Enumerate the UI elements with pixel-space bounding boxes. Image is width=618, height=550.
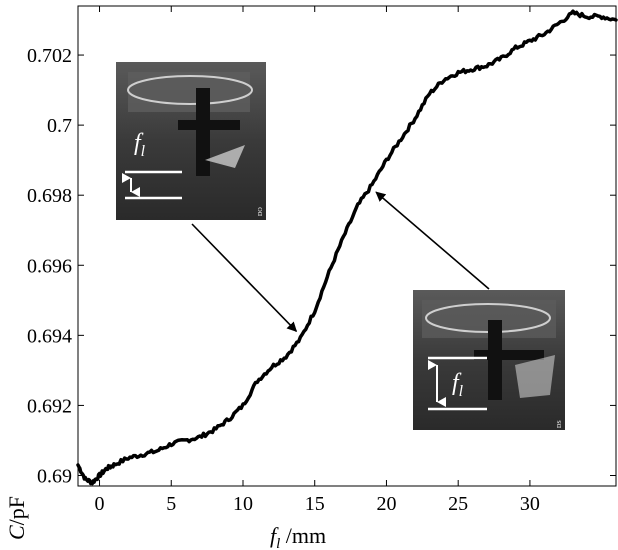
y-tick-label: 0.696	[27, 255, 72, 277]
y-tick-label: 0.7	[47, 115, 72, 137]
y-tick-label: 0.69	[37, 465, 72, 487]
y-tick-label: 0.698	[27, 185, 72, 207]
annotation-arrow-2	[375, 191, 490, 290]
x-tick-label: 30	[520, 493, 540, 515]
inset-2-watermark: DS	[557, 420, 563, 428]
annotation-arrow-1	[191, 223, 298, 333]
inset-photo-1: fl DO	[116, 62, 266, 220]
inset-1-watermark: DO	[258, 207, 264, 216]
inset-1-label: fl	[134, 130, 146, 160]
y-axis-label: C/pF	[4, 496, 29, 540]
y-axis-ticks: 0.69 0.692 0.694 0.696 0.698 0.7 0.702	[27, 45, 616, 487]
x-tick-label: 25	[448, 493, 468, 515]
x-tick-label: 5	[166, 493, 176, 515]
x-tick-label: 0	[95, 493, 105, 515]
series-line	[76, 9, 618, 486]
y-tick-label: 0.692	[27, 395, 72, 417]
y-tick-label: 0.694	[27, 325, 72, 347]
plot-frame	[77, 5, 617, 487]
x-axis-ticks: 0 5 10 15 20 25 30	[95, 6, 540, 515]
x-tick-label: 10	[233, 493, 253, 515]
y-tick-label: 0.702	[27, 45, 72, 67]
x-tick-label: 20	[376, 493, 396, 515]
inset-2-label: fl	[452, 370, 464, 400]
x-tick-label: 15	[305, 493, 325, 515]
x-axis-label: fl /mm	[270, 523, 326, 550]
inset-photo-2: fl DS	[413, 290, 565, 430]
